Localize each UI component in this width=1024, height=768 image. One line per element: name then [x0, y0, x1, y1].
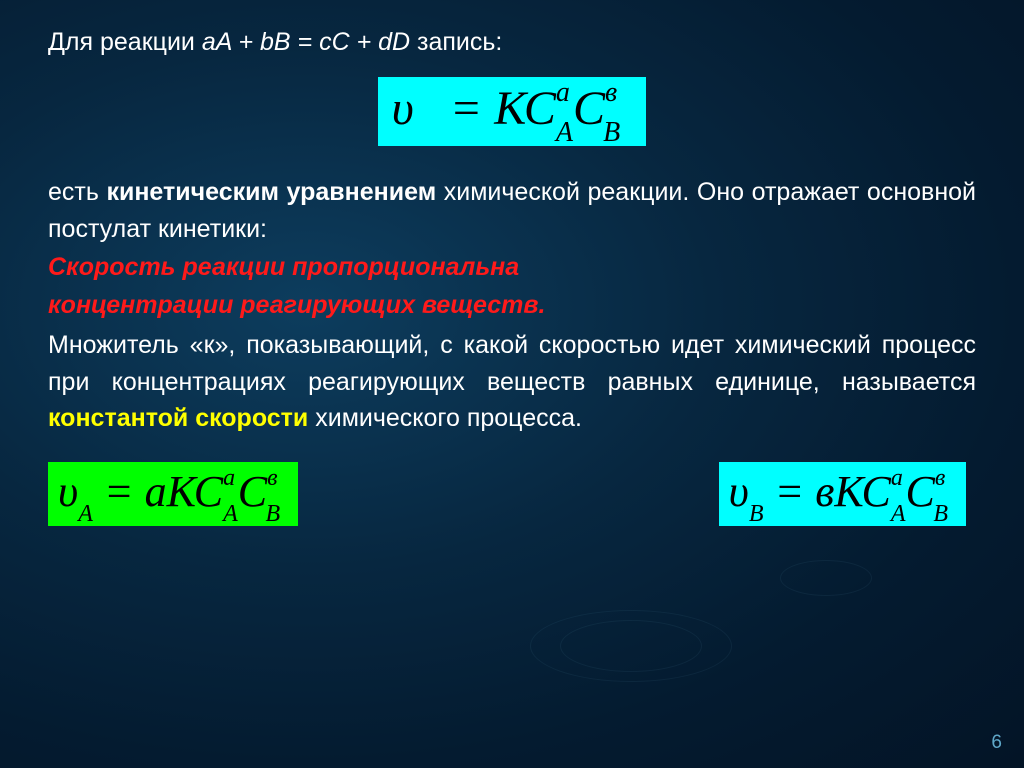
rf-k: К — [834, 467, 861, 516]
rf-upsilon: υ — [729, 467, 749, 516]
c1-base: С — [524, 82, 556, 135]
left-formula: υA = aКСaAСвB — [48, 462, 298, 526]
bottom-formula-row: υA = aКСaAСвB υB = вКСaAСвB — [48, 462, 976, 526]
postulate-line2: концентрации реагирующих веществ. — [48, 287, 976, 323]
const-k: К — [494, 82, 524, 135]
main-formula: υ = КСaAСвB — [378, 77, 646, 146]
lf-lhs-sub: A — [78, 501, 93, 527]
rf-c2-sup: в — [935, 465, 945, 491]
lf-k: К — [167, 467, 194, 516]
symbol-upsilon: υ — [392, 82, 414, 135]
lf-coef: a — [145, 467, 167, 516]
c2-sup: в — [605, 77, 617, 108]
c1-sup: a — [556, 77, 570, 108]
lf-upsilon: υ — [58, 467, 78, 516]
rf-c2: С — [906, 467, 935, 516]
p2-part2: химического процесса. — [308, 404, 582, 432]
c1-sub: A — [556, 117, 573, 148]
header-line: Для реакции aA + bB = cC + dD запись: — [48, 28, 976, 57]
main-formula-wrapper: υ = КСaAСвB — [48, 77, 976, 146]
c2-sub: B — [603, 117, 620, 148]
c2-base: С — [573, 82, 605, 135]
p2-part1: Множитель «к», показывающий, с какой ско… — [48, 331, 976, 395]
lf-c1-sup: a — [223, 465, 235, 491]
postulate-line1: Скорость реакции пропорциональна — [48, 249, 976, 285]
right-formula: υB = вКСaAСвB — [719, 462, 966, 526]
paragraph-2: Множитель «к», показывающий, с какой ско… — [48, 327, 976, 436]
header-prefix: Для реакции — [48, 28, 202, 56]
lf-c2-sup: в — [267, 465, 277, 491]
equals: = — [438, 82, 494, 135]
rf-c1-sub: A — [891, 501, 906, 527]
rf-coef: в — [815, 467, 834, 516]
rf-c1: С — [862, 467, 891, 516]
lf-eq: = — [93, 467, 145, 516]
rf-lhs-sub: B — [749, 501, 764, 527]
rf-eq: = — [764, 467, 816, 516]
lf-c2-sub: B — [266, 501, 281, 527]
lf-c2: С — [238, 467, 267, 516]
slide-number: 6 — [991, 732, 1002, 754]
p2-bold-yellow: константой скорости — [48, 404, 308, 432]
header-equation: aA + bB = cC + dD — [202, 28, 410, 56]
rf-c1-sup: a — [891, 465, 903, 491]
p1-bold: кинетическим уравнением — [106, 178, 436, 206]
lf-c1: С — [194, 467, 223, 516]
paragraph-1: есть кинетическим уравнением химической … — [48, 174, 976, 247]
lf-c1-sub: A — [223, 501, 238, 527]
slide-content: Для реакции aA + bB = cC + dD запись: υ … — [0, 0, 1024, 768]
p1-part1: есть — [48, 178, 106, 206]
header-suffix: запись: — [410, 28, 502, 56]
rf-c2-sub: B — [933, 501, 948, 527]
